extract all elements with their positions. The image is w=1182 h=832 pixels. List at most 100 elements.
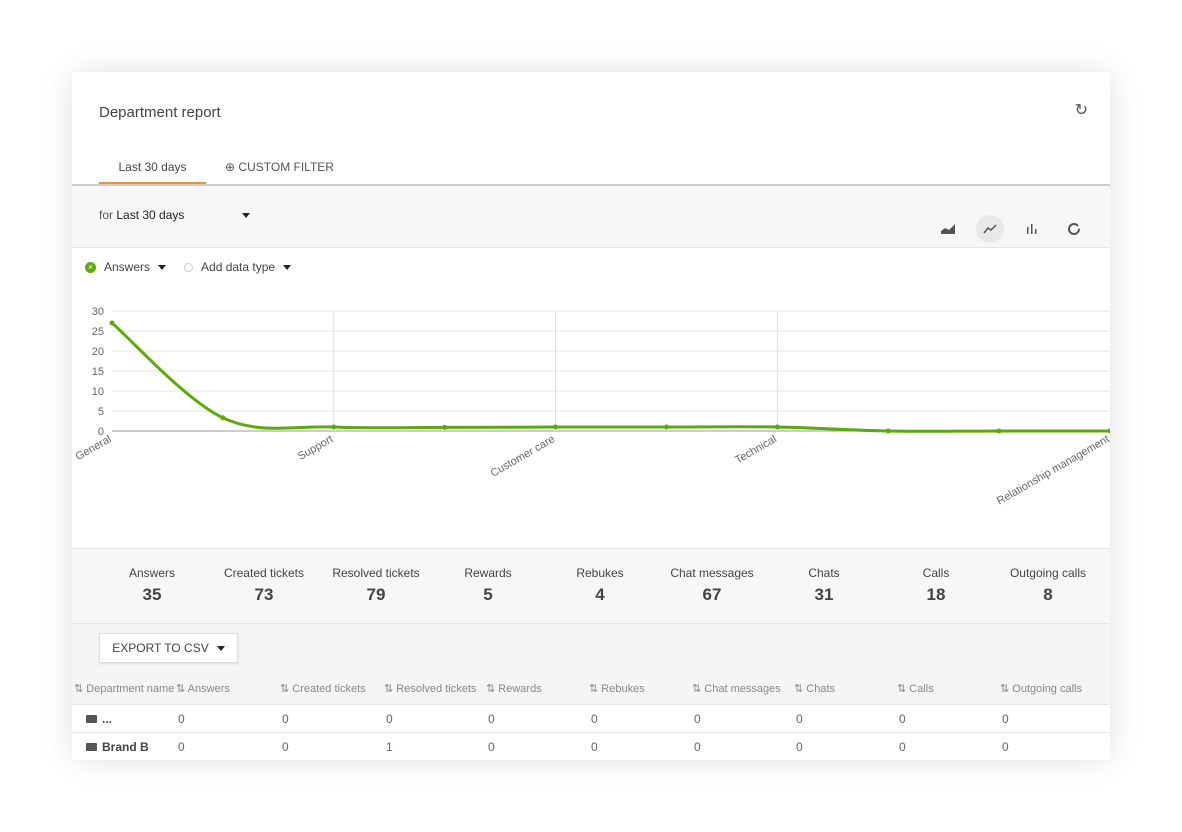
add-data-type[interactable]: Add data type <box>201 260 276 274</box>
x-tick-label: Technical <box>733 433 779 466</box>
sort-icon: ⇅ <box>897 683 907 695</box>
y-tick-label: 25 <box>92 326 104 338</box>
x-tick-label: Customer care <box>489 433 557 479</box>
remove-series-icon[interactable]: × <box>85 261 96 273</box>
cell-value: 0 <box>899 740 906 754</box>
cell-value: 0 <box>1002 712 1009 726</box>
sort-icon: ⇅ <box>794 683 804 695</box>
stat-value: 73 <box>254 585 274 604</box>
column-header[interactable]: ⇅ Answers <box>176 682 230 695</box>
data-point <box>331 424 337 430</box>
sort-icon: ⇅ <box>176 683 186 695</box>
stat-answers: Answers 35 <box>97 566 207 605</box>
series-answers[interactable]: Answers <box>104 260 151 274</box>
toolbar: for Last 30 days <box>72 184 1110 248</box>
tab-custom-filter[interactable]: ⊕ CUSTOM FILTER <box>225 160 334 182</box>
y-tick-label: 20 <box>92 346 104 358</box>
column-header[interactable]: ⇅ Rebukes <box>589 682 645 695</box>
column-header[interactable]: ⇅ Department name <box>74 682 174 695</box>
column-header[interactable]: ⇅ Outgoing calls <box>1000 682 1082 695</box>
column-label: Rebukes <box>601 683 645 695</box>
column-label: Answers <box>187 683 230 695</box>
department-name: Brand B <box>86 740 149 754</box>
sort-icon: ⇅ <box>384 683 394 695</box>
refresh-icon[interactable]: ↻ <box>1074 102 1088 119</box>
column-label: Chats <box>806 683 836 695</box>
chevron-down-icon <box>216 645 225 651</box>
export-csv-button[interactable]: EXPORT TO CSV <box>99 633 238 663</box>
bar-chart-icon[interactable] <box>1018 215 1046 243</box>
column-header[interactable]: ⇅ Resolved tickets <box>384 682 476 695</box>
line-chart: 0 5 10 15 20 25 30 General Support Customer care T… <box>74 306 1110 508</box>
stat-value: 18 <box>926 585 946 604</box>
column-header[interactable]: ⇅ Calls <box>897 682 934 695</box>
cell-value: 0 <box>386 712 393 726</box>
stat-label: Chats <box>808 566 840 580</box>
cell-value: 0 <box>694 712 701 726</box>
sort-icon: ⇅ <box>486 683 496 695</box>
cell-value: 0 <box>178 740 185 754</box>
stat-label: Outgoing calls <box>1009 566 1087 580</box>
add-circle-icon <box>184 262 194 272</box>
line-chart-icon[interactable] <box>976 215 1004 243</box>
column-label: Created tickets <box>292 683 366 695</box>
data-point <box>774 424 780 430</box>
column-label: Rewards <box>498 683 542 695</box>
chevron-down-icon[interactable] <box>283 264 292 270</box>
column-header[interactable]: ⇅ Chats <box>794 682 835 695</box>
data-point <box>109 320 115 326</box>
y-tick-label: 15 <box>92 366 104 378</box>
column-header[interactable]: ⇅ Rewards <box>486 682 542 695</box>
column-label: Outgoing calls <box>1012 683 1082 695</box>
stat-value: 4 <box>595 585 605 604</box>
stats-bar: Answers 35 Created tickets 73 Resolved ticke… <box>72 548 1110 624</box>
cell-value: 0 <box>488 740 495 754</box>
sort-icon: ⇅ <box>280 683 290 695</box>
chevron-down-icon[interactable] <box>158 264 167 270</box>
chevron-down-icon <box>242 213 251 219</box>
cell-value: 0 <box>796 712 803 726</box>
stat-label: Rebukes <box>576 566 624 580</box>
donut-chart-icon[interactable] <box>1060 215 1088 243</box>
data-point <box>1107 428 1110 434</box>
column-header[interactable]: ⇅ Created tickets <box>280 682 366 695</box>
data-point <box>996 428 1002 434</box>
data-point <box>663 424 669 430</box>
column-header[interactable]: ⇅ Chat messages <box>692 682 781 695</box>
y-tick-label: 0 <box>98 426 104 438</box>
data-point <box>553 424 559 430</box>
sort-icon: ⇅ <box>589 683 599 695</box>
cell-value: 0 <box>591 740 598 754</box>
tab-label: CUSTOM FILTER <box>238 160 334 174</box>
cell-value: 0 <box>282 740 289 754</box>
stat-rewards: Rewards 5 <box>433 566 543 605</box>
for-label: for <box>99 208 114 222</box>
tab-last-30-days[interactable]: Last 30 days <box>99 160 206 185</box>
export-label: EXPORT TO CSV <box>112 641 209 655</box>
table-row[interactable]: Brand B 0 0 1 0 0 0 0 0 0 <box>72 732 1110 760</box>
cell-value: 0 <box>1002 740 1009 754</box>
cell-value: 0 <box>694 740 701 754</box>
area-chart-icon[interactable] <box>934 215 962 243</box>
y-tick-label: 10 <box>92 386 104 398</box>
stat-label: Rewards <box>464 566 512 580</box>
cell-value: 0 <box>899 712 906 726</box>
column-label: Calls <box>909 683 934 695</box>
stat-label: Calls <box>922 566 950 580</box>
stat-label: Chat messages <box>670 566 754 580</box>
sort-icon: ⇅ <box>692 683 702 695</box>
data-point <box>442 424 448 430</box>
sort-icon: ⇅ <box>74 683 84 695</box>
stat-chat-messages: Chat messages 67 <box>657 566 767 605</box>
sort-icon: ⇅ <box>1000 683 1010 695</box>
period-value: Last 30 days <box>116 208 185 222</box>
table-row[interactable]: ... 0 0 0 0 0 0 0 0 0 <box>72 704 1110 732</box>
cell-value: 1 <box>386 740 393 754</box>
stat-value: 67 <box>702 585 722 604</box>
stat-chats: Chats 31 <box>769 566 879 605</box>
stat-value: 79 <box>366 585 386 604</box>
data-point <box>885 428 891 434</box>
period-select[interactable]: for Last 30 days <box>99 208 251 222</box>
stat-label: Created tickets <box>223 566 305 580</box>
stat-calls: Calls 18 <box>881 566 991 605</box>
